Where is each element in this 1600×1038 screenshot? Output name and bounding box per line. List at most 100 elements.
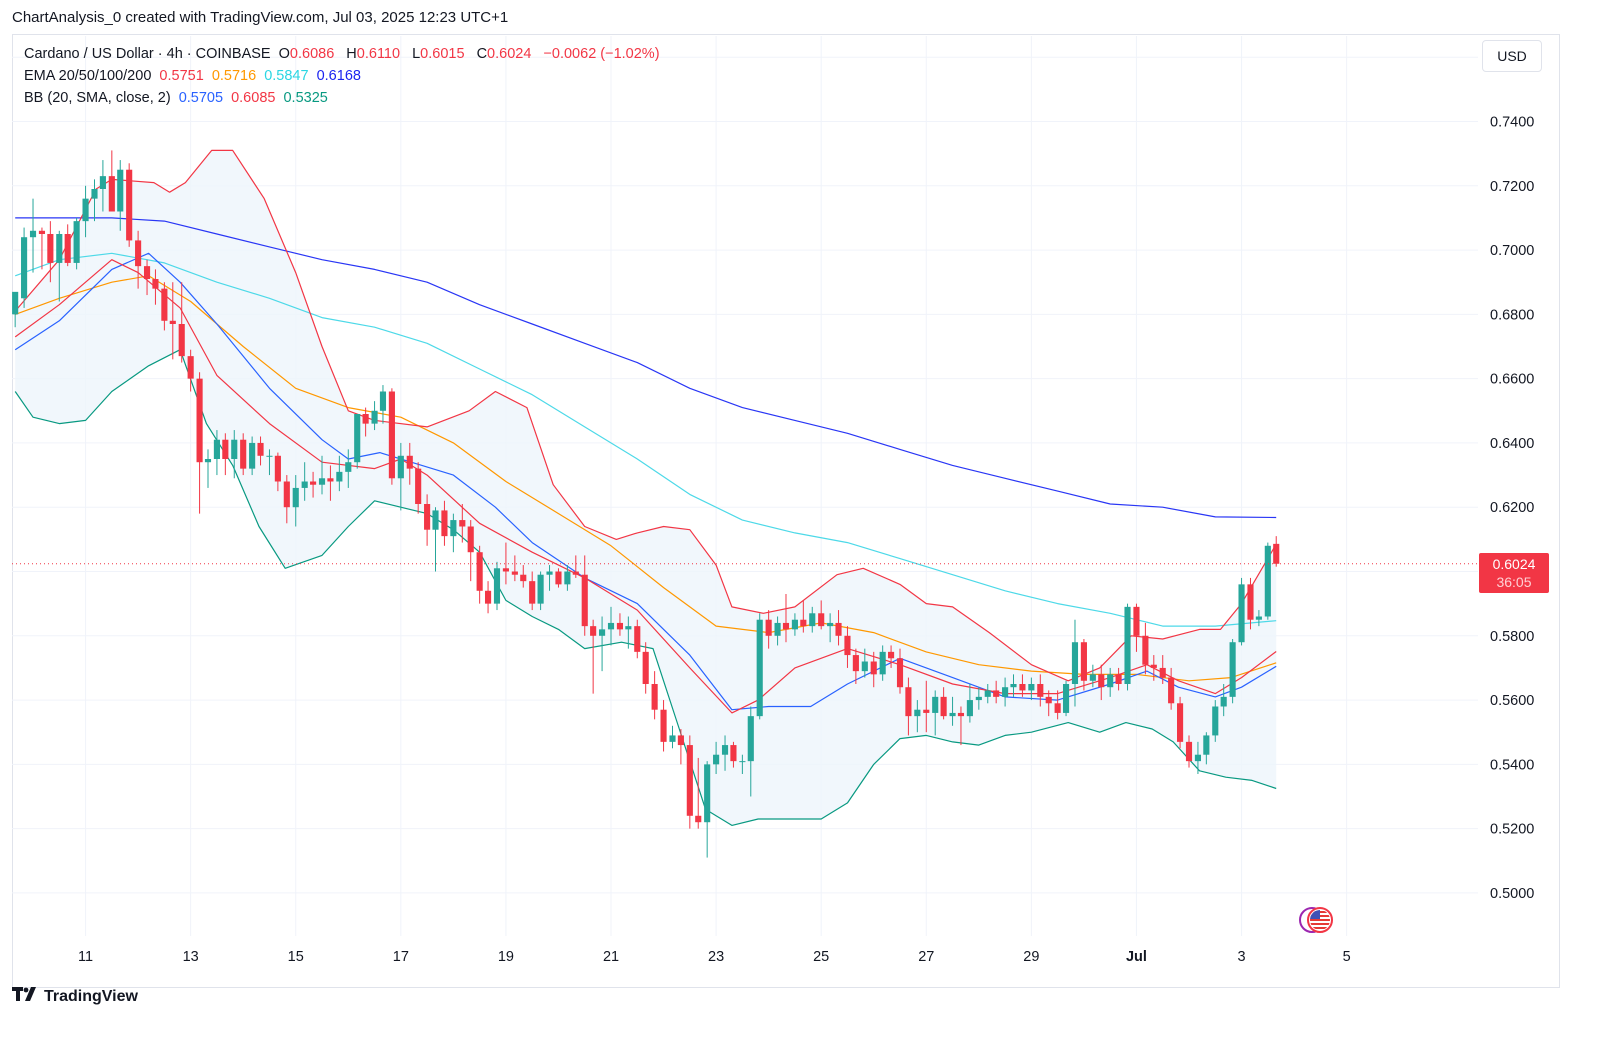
candle-body bbox=[1098, 674, 1105, 688]
candle bbox=[432, 507, 439, 572]
time-tick-label: 5 bbox=[1343, 949, 1351, 965]
candle-body bbox=[1247, 584, 1254, 620]
candle bbox=[695, 757, 702, 829]
candle-body bbox=[354, 414, 361, 463]
candle bbox=[721, 735, 729, 771]
candle-body bbox=[607, 622, 615, 630]
ema200-value: 0.6168 bbox=[316, 68, 361, 84]
ohlc-high-key: H bbox=[346, 46, 357, 62]
currency-button[interactable]: USD bbox=[1482, 40, 1542, 72]
candle-body bbox=[379, 391, 387, 411]
candle bbox=[713, 741, 720, 774]
candle bbox=[196, 372, 203, 514]
candle bbox=[1010, 674, 1017, 697]
candle bbox=[1028, 677, 1035, 701]
candle bbox=[888, 645, 895, 668]
candle bbox=[327, 465, 334, 501]
candle bbox=[336, 455, 343, 492]
candle bbox=[511, 555, 518, 582]
candle-body bbox=[1194, 754, 1202, 762]
ohlc-open-value: 0.6086 bbox=[289, 46, 335, 62]
ema-label[interactable]: EMA 20/50/100/200 bbox=[24, 68, 152, 84]
candle-body bbox=[896, 658, 904, 688]
candle-body bbox=[424, 504, 431, 530]
candle-body bbox=[1177, 703, 1184, 742]
candle-body bbox=[493, 568, 501, 604]
bb-upper-line bbox=[14, 149, 1277, 682]
candle-body bbox=[695, 815, 702, 823]
time-tick-label: 25 bbox=[813, 949, 829, 965]
price-tick-label: 0.7000 bbox=[1490, 243, 1534, 259]
candle-body bbox=[1185, 741, 1193, 762]
candle bbox=[484, 581, 492, 614]
candle-body bbox=[827, 622, 834, 627]
candle bbox=[1247, 577, 1254, 630]
candle bbox=[12, 291, 19, 328]
candle-body bbox=[371, 410, 378, 424]
candle-body bbox=[397, 455, 404, 479]
ohlc-change: −0.0062 (−1.02%) bbox=[543, 46, 660, 62]
candle bbox=[607, 606, 615, 646]
symbol-name[interactable]: Cardano / US Dollar · 4h · COINBASE bbox=[24, 46, 271, 62]
candle-body bbox=[949, 712, 956, 717]
candle-body bbox=[467, 526, 474, 553]
bb-fill-area bbox=[15, 150, 1277, 826]
candle bbox=[467, 520, 474, 582]
tradingview-branding[interactable]: TradingView bbox=[12, 986, 138, 1007]
price-tick-label: 0.6800 bbox=[1490, 307, 1534, 323]
time-tick-label: Jul bbox=[1126, 949, 1147, 965]
ohlc-high-value: 0.6110 bbox=[356, 46, 401, 62]
candle-body bbox=[739, 761, 746, 763]
candle-body bbox=[572, 571, 579, 575]
us-flag-events-icon[interactable] bbox=[1298, 906, 1334, 934]
time-tick-label: 17 bbox=[393, 949, 409, 965]
candle-body bbox=[12, 291, 19, 315]
time-tick-label: 13 bbox=[183, 949, 199, 965]
ohlc-close-value: 0.6024 bbox=[487, 46, 532, 62]
candle bbox=[187, 349, 194, 392]
candle-body bbox=[274, 455, 281, 482]
ohlc-low-key: L bbox=[412, 46, 421, 62]
candle-body bbox=[1045, 696, 1052, 704]
candle-body bbox=[975, 696, 982, 701]
candle-body bbox=[555, 571, 562, 585]
time-tick-label: 19 bbox=[498, 949, 514, 965]
candle-body bbox=[852, 655, 859, 672]
candle bbox=[809, 606, 816, 633]
candle bbox=[1089, 664, 1096, 688]
candle bbox=[1273, 536, 1280, 567]
bb-lower-value: 0.5325 bbox=[283, 90, 328, 106]
candle-body bbox=[292, 487, 299, 508]
candle bbox=[844, 626, 851, 668]
candle-body bbox=[152, 279, 159, 289]
candle-body bbox=[966, 700, 973, 717]
candle bbox=[231, 430, 238, 479]
candle-body bbox=[249, 442, 256, 469]
candle-body bbox=[809, 613, 816, 627]
candle-body bbox=[870, 661, 877, 675]
candle bbox=[21, 227, 28, 308]
price-tick-label: 0.5000 bbox=[1490, 886, 1534, 902]
bb-label[interactable]: BB (20, SMA, close, 2) bbox=[24, 90, 171, 106]
candle bbox=[1124, 603, 1131, 691]
candle bbox=[940, 687, 947, 720]
candle-body bbox=[450, 520, 457, 537]
candle bbox=[117, 160, 124, 231]
time-tick-label: 29 bbox=[1023, 949, 1039, 965]
candle-body bbox=[1071, 642, 1079, 684]
candle bbox=[852, 648, 859, 684]
candle-body bbox=[957, 712, 965, 717]
candle bbox=[493, 561, 501, 611]
candle-body bbox=[1107, 674, 1114, 688]
candle bbox=[379, 385, 387, 424]
candle-body bbox=[47, 234, 54, 263]
candle bbox=[590, 619, 597, 694]
candle-body bbox=[914, 709, 921, 717]
candle bbox=[29, 198, 37, 273]
candle-body bbox=[581, 574, 588, 627]
candle-body bbox=[704, 764, 711, 823]
price-tick-label: 0.5600 bbox=[1490, 693, 1534, 709]
candle bbox=[905, 677, 912, 736]
candle-body bbox=[91, 189, 98, 199]
